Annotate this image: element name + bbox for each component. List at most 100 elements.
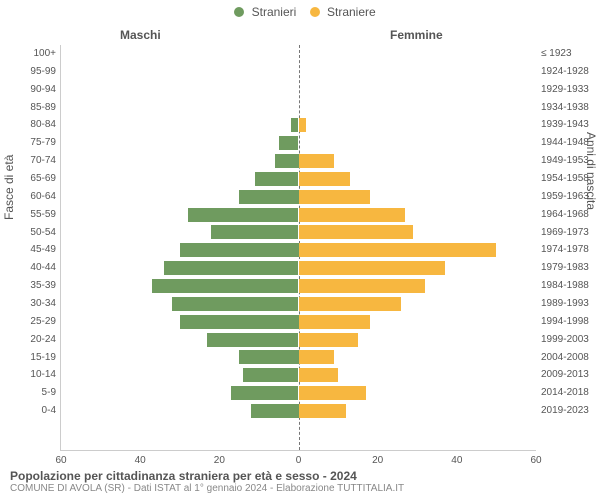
age-label: 75-79 [30, 134, 61, 152]
chart-subtitle: COMUNE DI AVOLA (SR) - Dati ISTAT al 1° … [10, 483, 404, 494]
birth-year-label: 1949-1953 [536, 152, 589, 170]
birth-year-label: 1954-1958 [536, 170, 589, 188]
age-row: 10-142009-2013 [61, 366, 536, 384]
bar-female [299, 279, 426, 293]
plot-area: 100+≤ 192395-991924-192890-941929-193385… [60, 45, 536, 451]
bar-male [211, 225, 298, 239]
legend: Stranieri Straniere [0, 4, 600, 19]
birth-year-label: 2009-2013 [536, 366, 589, 384]
bar-female [299, 368, 339, 382]
age-label: 70-74 [30, 152, 61, 170]
column-header-female: Femmine [390, 28, 443, 42]
age-row: 70-741949-1953 [61, 152, 536, 170]
bar-female [299, 386, 366, 400]
bar-female [299, 118, 307, 132]
bar-male [275, 154, 299, 168]
age-label: 80-84 [30, 116, 61, 134]
age-row: 45-491974-1978 [61, 241, 536, 259]
age-row: 100+≤ 1923 [61, 45, 536, 63]
age-row: 90-941929-1933 [61, 81, 536, 99]
age-label: 60-64 [30, 188, 61, 206]
age-row: 85-891934-1938 [61, 99, 536, 117]
age-row: 95-991924-1928 [61, 63, 536, 81]
bar-male [291, 118, 299, 132]
age-label: 100+ [33, 45, 61, 63]
birth-year-label: 1969-1973 [536, 224, 589, 242]
birth-year-label: 1959-1963 [536, 188, 589, 206]
bar-male [152, 279, 298, 293]
birth-year-label: 1999-2003 [536, 331, 589, 349]
bar-male [231, 386, 298, 400]
age-label: 5-9 [42, 384, 61, 402]
age-label: 40-44 [30, 259, 61, 277]
legend-label-male: Stranieri [252, 5, 297, 19]
birth-year-label: 1989-1993 [536, 295, 589, 313]
age-label: 90-94 [30, 81, 61, 99]
birth-year-label: 1929-1933 [536, 81, 589, 99]
bar-female [299, 208, 406, 222]
bar-male [172, 297, 299, 311]
birth-year-label: 1964-1968 [536, 206, 589, 224]
bar-male [164, 261, 299, 275]
bar-male [255, 172, 299, 186]
birth-year-label: 1994-1998 [536, 313, 589, 331]
age-label: 95-99 [30, 63, 61, 81]
birth-year-label: 1924-1928 [536, 63, 589, 81]
age-row: 25-291994-1998 [61, 313, 536, 331]
bar-female [299, 297, 402, 311]
birth-year-label: 1939-1943 [536, 116, 589, 134]
birth-year-label: 2004-2008 [536, 349, 589, 367]
bar-female [299, 261, 445, 275]
bar-female [299, 154, 335, 168]
age-label: 85-89 [30, 99, 61, 117]
y-axis-label-age: Fasce di età [2, 155, 16, 220]
bar-male [243, 368, 298, 382]
age-row: 20-241999-2003 [61, 331, 536, 349]
bar-female [299, 350, 335, 364]
population-pyramid-chart: Stranieri Straniere Maschi Femmine Fasce… [0, 0, 600, 500]
birth-year-label: 2019-2023 [536, 402, 589, 420]
legend-swatch-male [234, 7, 244, 17]
x-axis-tick: 20 [372, 455, 383, 466]
bar-female [299, 225, 414, 239]
age-row: 80-841939-1943 [61, 116, 536, 134]
age-row: 55-591964-1968 [61, 206, 536, 224]
x-axis-tick: 20 [214, 455, 225, 466]
age-row: 40-441979-1983 [61, 259, 536, 277]
legend-label-female: Straniere [327, 5, 376, 19]
age-row: 75-791944-1948 [61, 134, 536, 152]
age-row: 65-691954-1958 [61, 170, 536, 188]
age-label: 30-34 [30, 295, 61, 313]
age-label: 65-69 [30, 170, 61, 188]
age-row: 5-92014-2018 [61, 384, 536, 402]
bar-female [299, 190, 370, 204]
x-axis-tick: 0 [296, 455, 302, 466]
birth-year-label: 1934-1938 [536, 99, 589, 117]
bar-male [207, 333, 298, 347]
chart-title: Popolazione per cittadinanza straniera p… [10, 469, 404, 483]
age-row: 50-541969-1973 [61, 224, 536, 242]
age-label: 45-49 [30, 241, 61, 259]
chart-footer: Popolazione per cittadinanza straniera p… [10, 469, 404, 494]
bar-female [299, 243, 497, 257]
birth-year-label: ≤ 1923 [536, 45, 572, 63]
bar-female [299, 333, 358, 347]
bar-female [299, 315, 370, 329]
bar-male [180, 243, 299, 257]
x-axis-tick: 40 [451, 455, 462, 466]
age-row: 0-42019-2023 [61, 402, 536, 420]
x-axis-tick: 60 [530, 455, 541, 466]
bar-male [239, 350, 298, 364]
bar-male [279, 136, 299, 150]
age-row: 35-391984-1988 [61, 277, 536, 295]
bar-male [239, 190, 298, 204]
age-label: 25-29 [30, 313, 61, 331]
bar-male [188, 208, 299, 222]
age-label: 20-24 [30, 331, 61, 349]
age-row: 60-641959-1963 [61, 188, 536, 206]
bar-male [251, 404, 299, 418]
age-row: 30-341989-1993 [61, 295, 536, 313]
bar-female [299, 172, 350, 186]
legend-swatch-female [310, 7, 320, 17]
bar-female [299, 404, 347, 418]
